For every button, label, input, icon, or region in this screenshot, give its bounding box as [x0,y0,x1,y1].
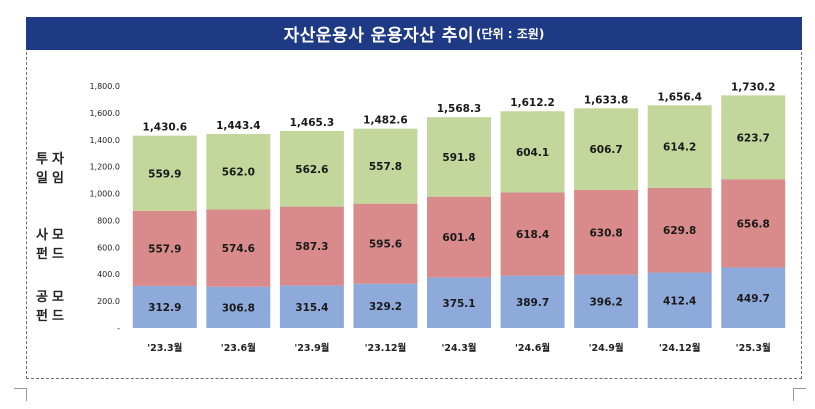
bar-segment [206,133,271,210]
bar-segment [647,187,712,273]
bar-segment [500,275,565,328]
bar-segment [353,283,418,328]
data-label: 312.9 [148,302,181,314]
total-label: 1,482.6 [363,115,408,127]
bar-segment [132,135,197,211]
data-label: 315.4 [295,302,328,314]
chart-unit: (단위 : 조원) [476,27,545,41]
bar-segment [574,274,639,328]
bar-segment [574,189,639,275]
data-label: 375.1 [442,298,475,310]
x-category-label: '24.3월 [441,342,476,354]
data-label: 562.0 [222,167,255,179]
data-label: 587.3 [295,241,328,253]
legend-label-line: 펀드 [36,247,68,262]
bar-segment [647,272,712,328]
legend-label-line: 투자 [36,152,68,167]
y-tick-label: 200.0 [97,297,120,306]
x-category-label: '24.12월 [659,342,701,354]
x-category-label: '25.3월 [736,342,771,354]
total-label: 1,730.2 [731,81,776,93]
x-category-label: '24.6월 [515,342,550,354]
bar-segment [279,130,344,207]
legend-label-line: 일임 [36,171,68,186]
bar-segment [353,128,418,204]
legend-label-investment-advisory: 투자 일임 [32,150,72,188]
total-label: 1,612.2 [510,97,555,109]
x-category-label: '23.9월 [294,342,329,354]
total-label: 1,443.4 [216,120,261,132]
bar-segment [353,203,418,284]
data-label: 306.8 [222,302,255,314]
bar-segment [500,111,565,193]
chart-title: 자산운용사 운용자산 추이 [283,26,475,46]
data-label: 614.2 [663,142,696,154]
y-tick-label: 1,000.0 [89,190,120,199]
bar-segment [721,179,786,268]
data-label: 656.8 [737,218,770,230]
legend-label-line: 사모 [36,228,68,243]
total-label: 1,465.3 [290,117,335,129]
y-tick-label: - [117,324,120,333]
data-label: 389.7 [516,297,549,309]
total-label: 1,633.8 [584,94,629,106]
bar-segment [500,192,565,276]
x-category-label: '24.9월 [589,342,624,354]
bar-segment [279,206,344,286]
bar-segment [279,285,344,328]
chart-title-bar: 자산운용사 운용자산 추이 (단위 : 조원) [26,17,802,50]
bar-segment [206,209,271,287]
y-tick-label: 1,800.0 [89,82,120,91]
bar-segment [647,105,712,188]
page-corner-mark-right [793,388,806,401]
data-label: 574.6 [222,243,255,255]
y-tick-label: 600.0 [97,243,120,252]
data-label: 396.2 [590,296,623,308]
y-tick-label: 1,200.0 [89,163,120,172]
data-label: 557.9 [148,243,181,255]
legend-label-public-fund: 공모 펀드 [32,288,72,326]
data-label: 595.6 [369,239,402,251]
page-corner-mark-left [14,388,27,401]
data-label: 449.7 [737,293,770,305]
data-label: 623.7 [737,132,770,144]
bar-segment [132,210,197,286]
x-category-label: '23.6월 [221,342,256,354]
data-label: 562.6 [295,164,328,176]
x-category-label: '23.3월 [147,342,182,354]
data-label: 629.8 [663,225,696,237]
bar-segment [427,117,491,197]
y-tick-label: 400.0 [97,270,120,279]
data-label: 412.4 [663,295,696,307]
bar-segment [427,277,491,328]
bar-segment [427,196,491,278]
data-label: 559.9 [148,168,181,180]
x-category-label: '23.12월 [365,342,407,354]
data-label: 601.4 [442,232,475,244]
data-label: 618.4 [516,229,549,241]
total-label: 1,430.6 [143,122,188,134]
bar-segment [721,267,786,328]
total-label: 1,656.4 [657,91,702,103]
y-tick-label: 800.0 [97,216,120,225]
bar-segment [721,95,786,180]
y-tick-label: 1,600.0 [89,109,120,118]
bar-segment [206,286,271,328]
legend-label-line: 공모 [36,290,68,305]
legend-label-private-fund: 사모 펀드 [32,226,72,264]
data-label: 329.2 [369,301,402,313]
data-label: 591.8 [442,152,475,164]
data-label: 630.8 [590,227,623,239]
data-label: 557.8 [369,161,402,173]
bar-segment [574,108,639,190]
y-tick-label: 1,400.0 [89,136,120,145]
bar-segment [132,285,197,328]
legend-label-line: 펀드 [36,309,68,324]
data-label: 604.1 [516,147,549,159]
total-label: 1,568.3 [437,103,482,115]
data-label: 606.7 [590,144,623,156]
